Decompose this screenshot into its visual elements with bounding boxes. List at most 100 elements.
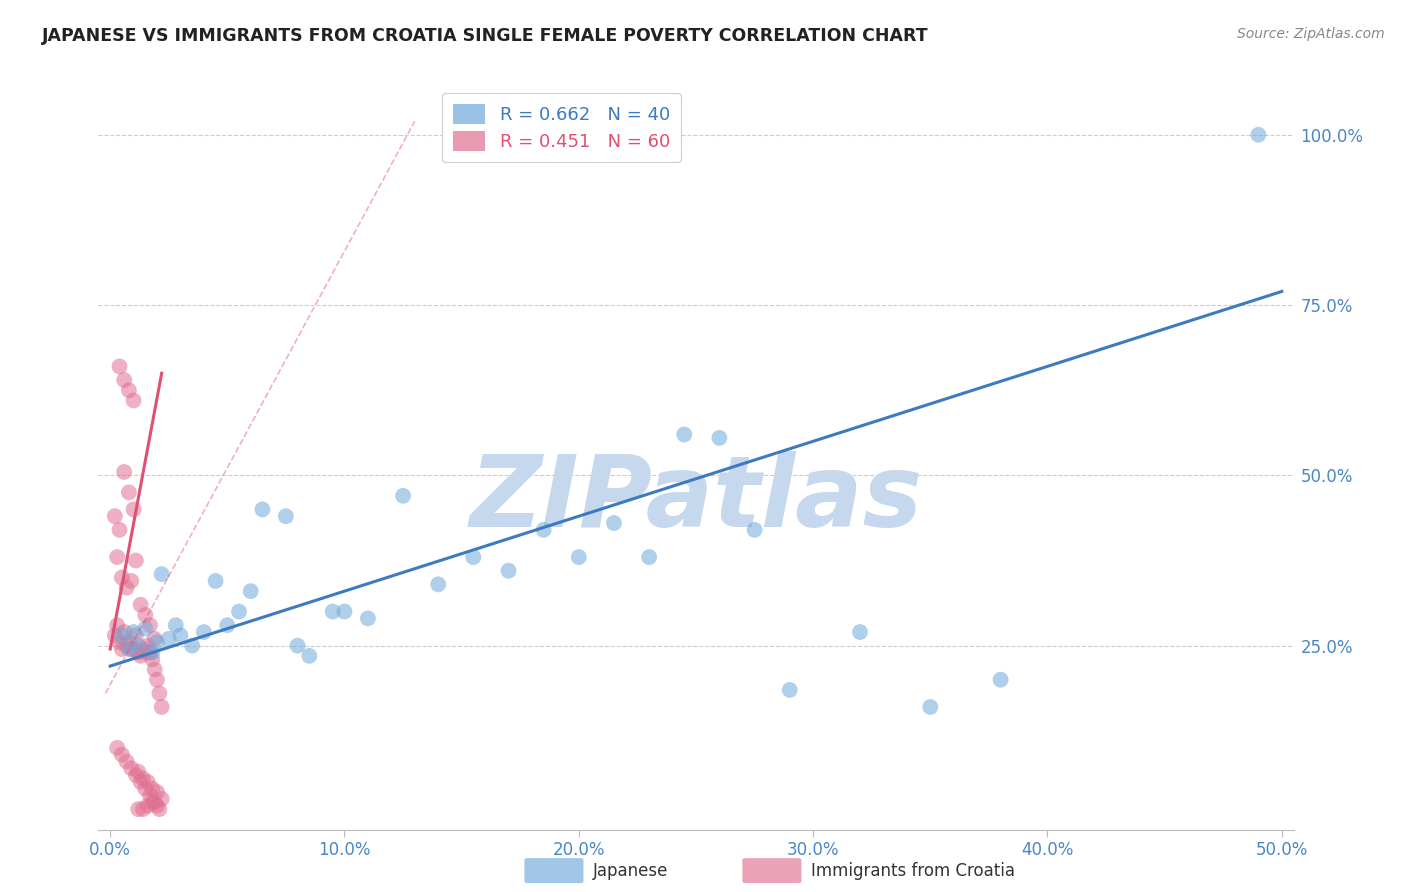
Point (638, 550, 661, 565)
Point (115, 755, 138, 769)
Point (122, 642, 145, 657)
Point (239, 584, 262, 599)
Point (134, 622, 156, 636)
Point (1247, 128, 1270, 142)
Point (118, 635, 141, 649)
Point (392, 489, 415, 503)
Point (127, 764, 149, 779)
Point (333, 605, 356, 619)
Point (108, 359, 131, 374)
Point (112, 465, 135, 479)
Point (122, 393, 145, 408)
Point (115, 639, 138, 653)
Point (129, 775, 152, 789)
Point (112, 373, 135, 387)
Text: ZIPatlas: ZIPatlas (470, 451, 922, 549)
Text: JAPANESE VS IMMIGRANTS FROM CROATIA SINGLE FEMALE POVERTY CORRELATION CHART: JAPANESE VS IMMIGRANTS FROM CROATIA SING… (42, 27, 929, 45)
Point (129, 648, 152, 663)
Point (125, 768, 148, 782)
Point (603, 516, 626, 530)
Point (568, 550, 591, 565)
Text: Immigrants from Croatia: Immigrants from Croatia (811, 862, 1015, 880)
Point (148, 802, 170, 816)
Point (105, 618, 128, 632)
Point (120, 574, 142, 588)
Point (134, 781, 156, 796)
Point (111, 570, 134, 584)
Point (150, 700, 173, 714)
Point (990, 673, 1012, 687)
Point (141, 645, 163, 659)
Point (143, 663, 166, 677)
Point (146, 798, 169, 813)
Point (118, 642, 141, 657)
Point (204, 574, 226, 588)
Point (150, 792, 173, 806)
Point (136, 639, 159, 653)
Point (920, 700, 942, 714)
Point (498, 564, 520, 578)
Point (134, 607, 156, 622)
Point (105, 740, 128, 755)
Point (141, 652, 163, 666)
Point (104, 509, 127, 524)
Point (127, 802, 149, 816)
Point (108, 523, 131, 537)
Point (127, 645, 149, 659)
Point (122, 502, 145, 516)
Point (139, 618, 162, 632)
Point (132, 772, 155, 786)
Point (709, 431, 731, 445)
Legend: R = 0.662   N = 40, R = 0.451   N = 60: R = 0.662 N = 40, R = 0.451 N = 60 (441, 93, 681, 161)
Point (139, 789, 162, 803)
Point (118, 485, 141, 500)
Point (146, 785, 169, 799)
Point (105, 550, 128, 565)
Point (104, 628, 127, 642)
Point (181, 639, 204, 653)
Point (143, 795, 166, 809)
Point (115, 581, 138, 595)
Point (122, 625, 145, 640)
Point (849, 625, 872, 640)
Point (228, 605, 250, 619)
Point (217, 618, 239, 632)
Point (120, 642, 142, 657)
Point (129, 598, 152, 612)
Point (143, 632, 166, 646)
Point (108, 635, 131, 649)
Point (132, 802, 155, 816)
Point (125, 553, 148, 567)
Point (111, 642, 134, 657)
Point (252, 502, 274, 516)
Point (157, 632, 180, 646)
Point (463, 550, 485, 565)
Text: Japanese: Japanese (593, 862, 669, 880)
Point (287, 639, 309, 653)
Point (111, 628, 134, 642)
Point (146, 673, 169, 687)
Point (136, 798, 159, 813)
Point (169, 628, 191, 642)
Point (136, 775, 159, 789)
Point (274, 509, 297, 524)
Point (141, 781, 163, 796)
Point (427, 577, 450, 591)
Point (111, 747, 134, 762)
Text: Source: ZipAtlas.com: Source: ZipAtlas.com (1237, 27, 1385, 41)
Point (118, 383, 141, 397)
Point (298, 648, 321, 663)
Point (148, 686, 170, 700)
Point (139, 645, 162, 659)
Point (673, 427, 696, 442)
Point (150, 567, 173, 582)
Point (193, 625, 215, 640)
Point (165, 618, 187, 632)
Point (120, 761, 142, 775)
Point (357, 611, 380, 625)
Point (533, 523, 555, 537)
Point (322, 605, 344, 619)
Point (779, 682, 801, 697)
Point (112, 625, 135, 640)
Point (132, 642, 155, 657)
